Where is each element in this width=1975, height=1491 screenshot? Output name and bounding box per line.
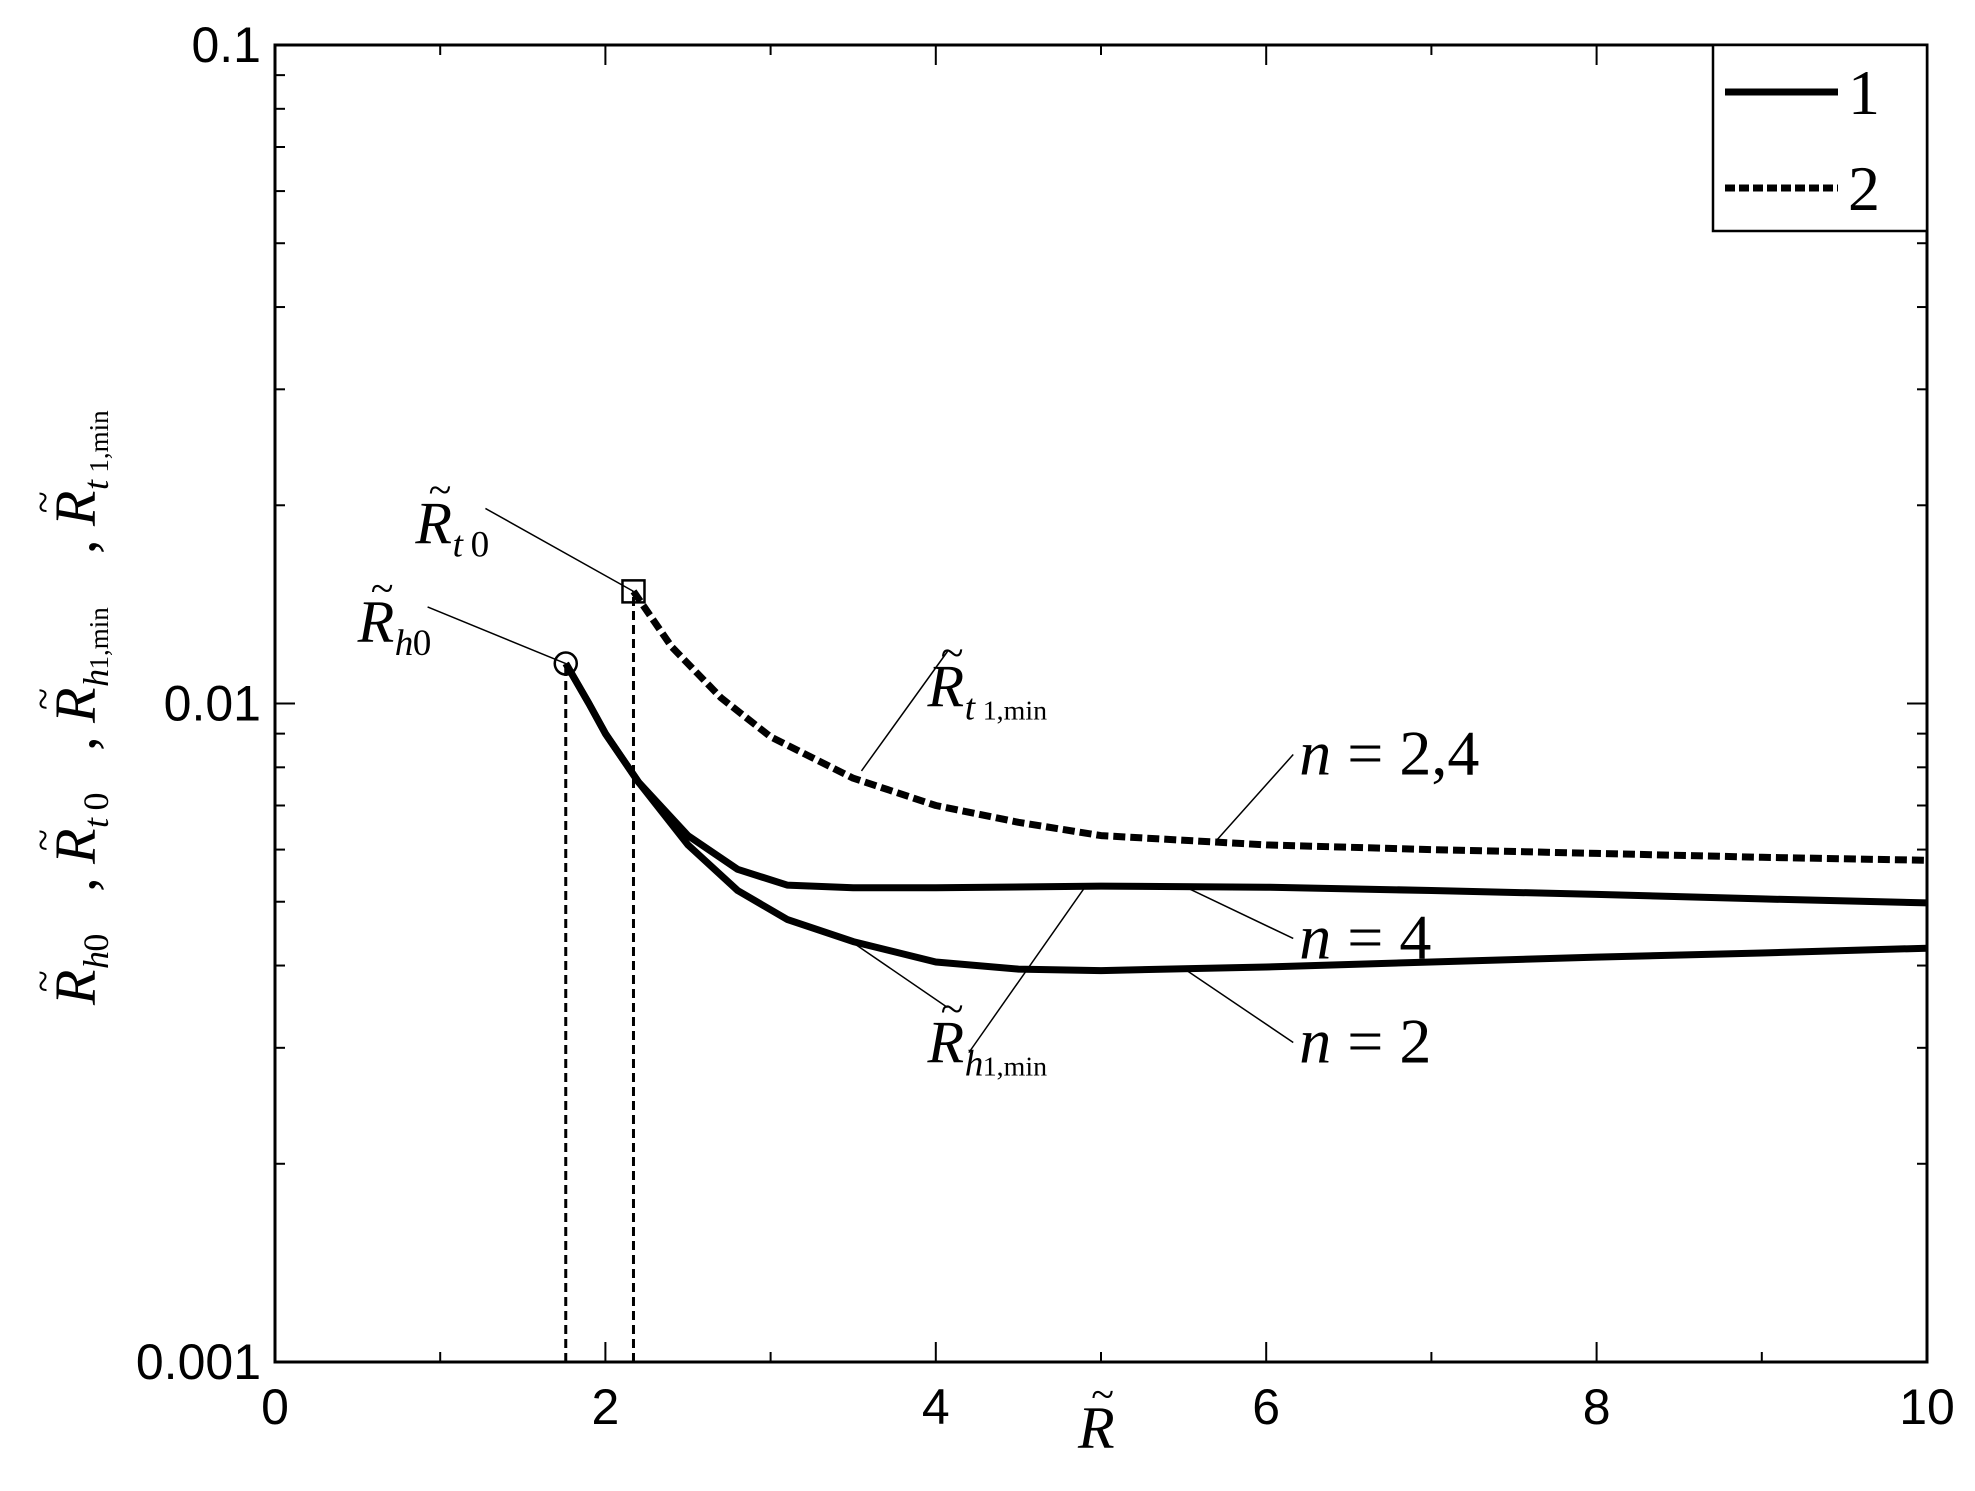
legend-label: 2 — [1848, 153, 1880, 224]
annotation-leader — [852, 942, 948, 1009]
symbol-sub-italic: h — [395, 623, 414, 664]
symbol-sub-italic: h — [76, 669, 116, 687]
symbol-R: R — [414, 490, 452, 556]
symbol-sub: 1,min — [983, 1052, 1047, 1083]
symbol-sub: 1,min — [84, 607, 114, 670]
symbol-R: R — [1077, 1395, 1115, 1461]
symbol-sub: 1,min — [983, 696, 1047, 727]
symbol-sub-italic: t — [76, 479, 116, 490]
y-axis-separator: , — [43, 877, 108, 892]
symbol-tilde: ~ — [21, 970, 66, 992]
symbol-R: R — [43, 970, 108, 1006]
annotation-text: n = 2 — [1299, 1005, 1431, 1076]
symbol-sub-italic: h — [965, 1044, 984, 1085]
x-axis-label: R~ — [1077, 1372, 1115, 1461]
annotation-leader — [485, 507, 634, 593]
symbol-sub: 0 — [413, 623, 432, 664]
marker-square — [621, 579, 646, 604]
symbol-tilde: ~ — [21, 688, 66, 710]
symbol-R: R — [927, 653, 965, 719]
symbol-tilde: ~ — [941, 631, 964, 677]
y-axis-symbol: R~ h0 — [21, 934, 116, 1006]
symbol-tilde: ~ — [941, 987, 964, 1033]
annotation-leader — [1183, 967, 1294, 1044]
symbol-sub: 0 — [76, 793, 116, 811]
marker-circle — [553, 651, 579, 676]
legend-box — [1711, 43, 1929, 233]
y-axis-separator: , — [43, 736, 108, 751]
symbol-R: R — [357, 589, 395, 655]
symbol-sub-italic: t — [453, 525, 465, 566]
symbol-tilde: ~ — [371, 566, 394, 612]
y-axis-separator: , — [43, 539, 108, 554]
symbol-sub-italic: h — [76, 951, 116, 969]
symbol-R: R — [43, 491, 108, 527]
symbol-sub: 0 — [471, 525, 490, 566]
y-tick-label: 0.01 — [164, 676, 261, 732]
annotation-label: R~t 0 — [414, 468, 489, 566]
y-axis-symbol: R~ t 0 — [21, 793, 116, 865]
axis-labels: R~R~h0,R~t0,R~h1,min,R~t1,min — [21, 410, 1115, 1461]
symbol-sub: 1,min — [84, 410, 114, 473]
x-tick-label: 0 — [261, 1379, 289, 1435]
annotation-label: R~h 1,min — [927, 987, 1048, 1085]
annotation-leader — [1216, 754, 1294, 841]
symbol-tilde: ~ — [21, 829, 66, 851]
y-tick-label: 0.001 — [136, 1334, 261, 1390]
symbol-sub-italic: t — [76, 817, 116, 828]
symbol-R: R — [43, 828, 108, 864]
series-line-3 — [562, 661, 1928, 975]
x-tick-label: 2 — [591, 1379, 619, 1435]
annotation-label: R~t 1,min — [927, 631, 1048, 729]
annotation-leader — [968, 887, 1086, 1054]
symbol-tilde: ~ — [429, 468, 452, 514]
series-line-2 — [562, 661, 1928, 907]
y-axis-symbol: R~ t 1,min — [21, 410, 116, 527]
x-tick-label: 10 — [1899, 1379, 1955, 1435]
annotation-leader — [860, 650, 949, 772]
x-tick-label: 4 — [922, 1379, 950, 1435]
symbol-tilde: ~ — [21, 491, 66, 513]
series-line-1 — [630, 589, 1928, 864]
symbol-R: R — [43, 687, 108, 723]
y-tick-label: 0.1 — [191, 17, 261, 73]
symbol-sub: 0 — [76, 934, 116, 952]
annotation-text: n = 2,4 — [1299, 718, 1479, 789]
x-tick-label: 8 — [1583, 1379, 1611, 1435]
curves-layer — [553, 579, 1928, 1362]
symbol-sub-italic: t — [965, 688, 977, 729]
plot-area — [273, 43, 1929, 1364]
symbol-tilde: ~ — [1091, 1372, 1114, 1418]
y-axis-label: R~h0,R~t0,R~h1,min,R~t1,min — [21, 410, 116, 1006]
y-axis-symbol: R~ h1,min — [21, 607, 116, 724]
legend: 12 — [1711, 43, 1929, 233]
symbol-R: R — [927, 1009, 965, 1075]
x-tick-label: 6 — [1252, 1379, 1280, 1435]
annotation-leader — [427, 606, 567, 665]
annotation-text: n = 4 — [1299, 901, 1431, 972]
annotation-leader — [1183, 885, 1294, 940]
annotation-label: R~h 0 — [357, 566, 432, 664]
legend-label: 1 — [1848, 57, 1880, 128]
